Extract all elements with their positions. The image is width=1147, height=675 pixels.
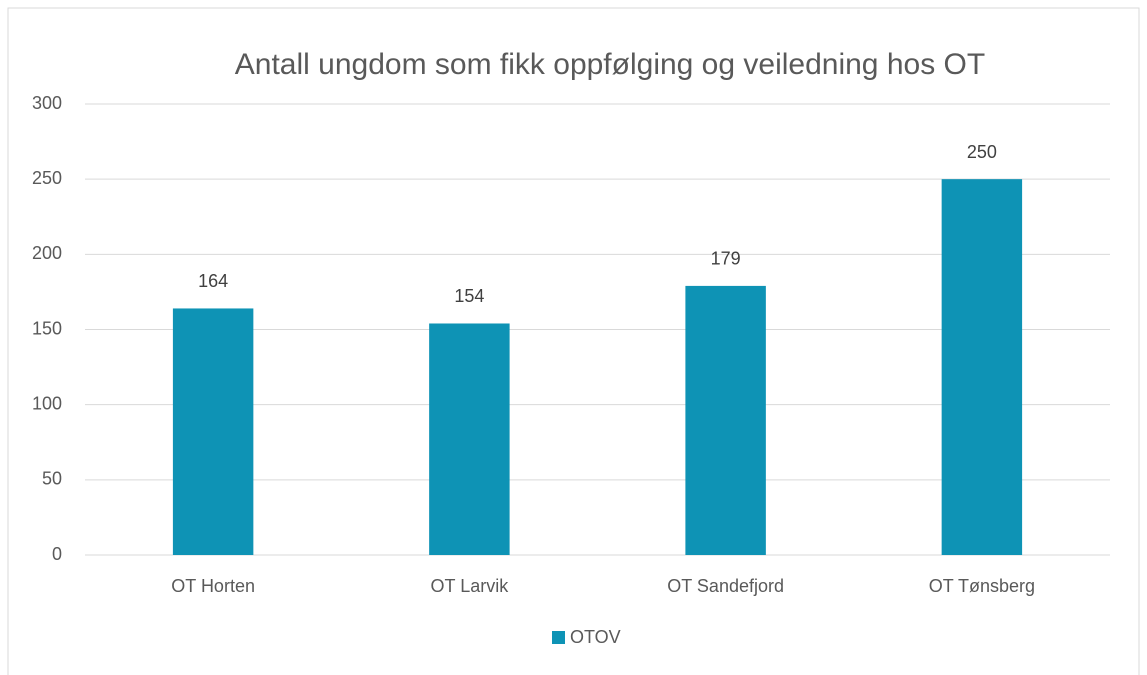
y-tick-label: 0: [52, 544, 62, 564]
y-tick-label: 300: [32, 93, 62, 113]
x-tick-label: OT Larvik: [431, 576, 510, 596]
legend-label: OTOV: [570, 627, 621, 647]
bar: [941, 179, 1023, 555]
data-label: 154: [454, 286, 484, 306]
x-tick-label: OT Sandefjord: [667, 576, 784, 596]
y-tick-label: 200: [32, 243, 62, 263]
x-tick-label: OT Horten: [171, 576, 255, 596]
bar: [685, 285, 766, 555]
data-label: 164: [198, 271, 228, 291]
y-tick-label: 150: [32, 318, 62, 338]
bar: [172, 308, 254, 555]
y-tick-label: 250: [32, 168, 62, 188]
chart-title: Antall ungdom som fikk oppfølging og vei…: [235, 48, 985, 81]
x-tick-label: OT Tønsberg: [929, 576, 1035, 596]
data-label: 179: [711, 249, 741, 269]
y-tick-label: 50: [42, 469, 62, 489]
legend-swatch: [552, 631, 565, 644]
bar: [429, 323, 510, 555]
chart-frame: [7, 7, 1140, 675]
data-label: 250: [967, 142, 997, 162]
y-tick-label: 100: [32, 393, 62, 413]
